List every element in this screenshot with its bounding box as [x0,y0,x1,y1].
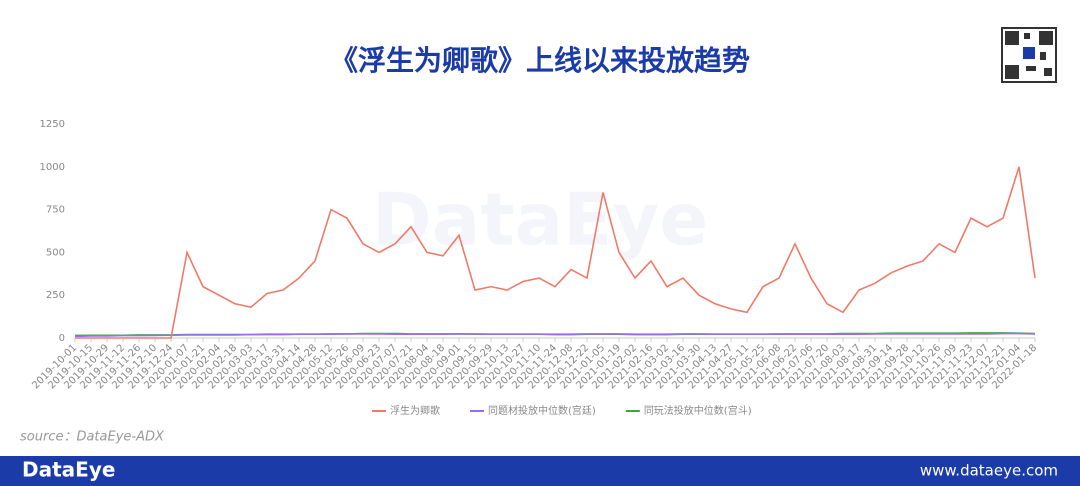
y-tick-label: 250 [46,290,65,301]
y-tick-label: 500 [46,247,65,258]
y-tick-label: 750 [46,205,65,216]
footer-brand: DataEye [22,458,115,482]
watermark: DataEye [372,178,708,262]
legend-label: 浮生为卿歌 [390,404,440,417]
series-line [75,166,1036,339]
series-line [74,332,1036,338]
chart-title: 《浮生为卿歌》上线以来投放趋势 [330,44,750,77]
y-tick-label: 1250 [40,119,65,130]
y-tick-label: 1000 [40,162,65,173]
legend: 浮生为卿歌 同题材投放中位数(宫廷) 同玩法投放中位数(宫斗) [372,404,752,417]
qr-code [1001,27,1057,83]
y-tick-label: 0 [59,333,65,344]
footer-bar [0,456,1080,486]
legend-label: 同题材投放中位数(宫廷) [488,404,596,417]
legend-label: 同玩法投放中位数(宫斗) [644,404,752,417]
footer-url: www.dataeye.com [920,462,1058,480]
source-note: source：DataEye-ADX [20,430,165,445]
